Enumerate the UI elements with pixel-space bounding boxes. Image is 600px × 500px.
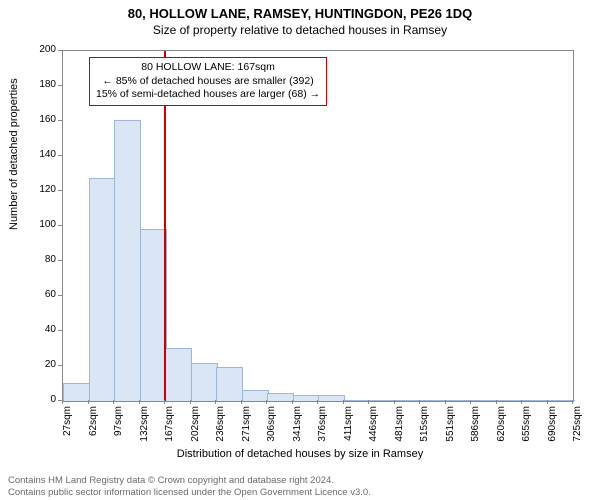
y-tick-label: 20 [16, 359, 56, 370]
y-tick-label: 100 [16, 219, 56, 230]
callout-line3: 15% of semi-detached houses are larger (… [96, 88, 320, 102]
x-tick-mark [62, 400, 63, 404]
x-tick-mark [368, 400, 369, 404]
histogram-bar [114, 120, 141, 401]
x-tick-mark [445, 400, 446, 404]
x-tick-mark [190, 400, 191, 404]
x-tick-mark [470, 400, 471, 404]
y-tick-label: 200 [16, 44, 56, 55]
y-tick-label: 180 [16, 79, 56, 90]
plot-area: 80 HOLLOW LANE: 167sqm ← 85% of detached… [62, 50, 574, 402]
histogram-bar [89, 178, 116, 401]
y-tick-mark [58, 365, 62, 366]
chart-area: 80 HOLLOW LANE: 167sqm ← 85% of detached… [62, 50, 572, 400]
x-tick-mark [419, 400, 420, 404]
histogram-bar [216, 367, 243, 401]
footer-line1: Contains HM Land Registry data © Crown c… [8, 475, 371, 486]
y-tick-mark [58, 190, 62, 191]
y-tick-mark [58, 85, 62, 86]
y-tick-mark [58, 155, 62, 156]
x-tick-mark [547, 400, 548, 404]
y-tick-label: 120 [16, 184, 56, 195]
callout-line2: ← 85% of detached houses are smaller (39… [96, 75, 320, 89]
y-tick-label: 0 [16, 394, 56, 405]
x-tick-mark [113, 400, 114, 404]
y-tick-mark [58, 295, 62, 296]
y-tick-mark [58, 260, 62, 261]
chart-container: 80, HOLLOW LANE, RAMSEY, HUNTINGDON, PE2… [0, 0, 600, 500]
x-tick-mark [164, 400, 165, 404]
histogram-bar [395, 400, 422, 401]
histogram-bar [293, 395, 320, 401]
x-tick-mark [241, 400, 242, 404]
x-tick-mark [215, 400, 216, 404]
histogram-bar [522, 400, 549, 401]
x-tick-mark [394, 400, 395, 404]
histogram-bar [548, 400, 575, 401]
y-tick-label: 160 [16, 114, 56, 125]
x-tick-mark [292, 400, 293, 404]
page-title: 80, HOLLOW LANE, RAMSEY, HUNTINGDON, PE2… [0, 0, 600, 21]
footer: Contains HM Land Registry data © Crown c… [8, 475, 371, 498]
x-tick-mark [317, 400, 318, 404]
y-tick-label: 60 [16, 289, 56, 300]
x-tick-mark [88, 400, 89, 404]
callout-box: 80 HOLLOW LANE: 167sqm ← 85% of detached… [89, 57, 327, 106]
histogram-bar [446, 400, 473, 401]
histogram-bar [140, 229, 167, 402]
x-tick-mark [521, 400, 522, 404]
footer-line2: Contains public sector information licen… [8, 487, 371, 498]
histogram-bar [267, 393, 294, 401]
histogram-bar [165, 348, 192, 402]
y-tick-label: 40 [16, 324, 56, 335]
y-tick-label: 80 [16, 254, 56, 265]
x-tick-mark [496, 400, 497, 404]
histogram-bar [497, 400, 524, 401]
page-subtitle: Size of property relative to detached ho… [0, 21, 600, 37]
x-axis-label: Distribution of detached houses by size … [0, 448, 600, 460]
y-tick-label: 140 [16, 149, 56, 160]
y-tick-mark [58, 50, 62, 51]
histogram-bar [471, 400, 498, 401]
histogram-bar [191, 363, 218, 401]
histogram-bar [242, 390, 269, 402]
x-tick-mark [266, 400, 267, 404]
y-tick-mark [58, 330, 62, 331]
histogram-bar [63, 383, 90, 402]
y-tick-mark [58, 225, 62, 226]
histogram-bar [344, 400, 371, 401]
y-tick-mark [58, 120, 62, 121]
x-tick-mark [572, 400, 573, 404]
callout-line1: 80 HOLLOW LANE: 167sqm [96, 61, 320, 75]
histogram-bar [318, 395, 345, 401]
x-tick-mark [139, 400, 140, 404]
x-tick-mark [343, 400, 344, 404]
histogram-bar [420, 400, 447, 401]
histogram-bar [369, 400, 396, 401]
